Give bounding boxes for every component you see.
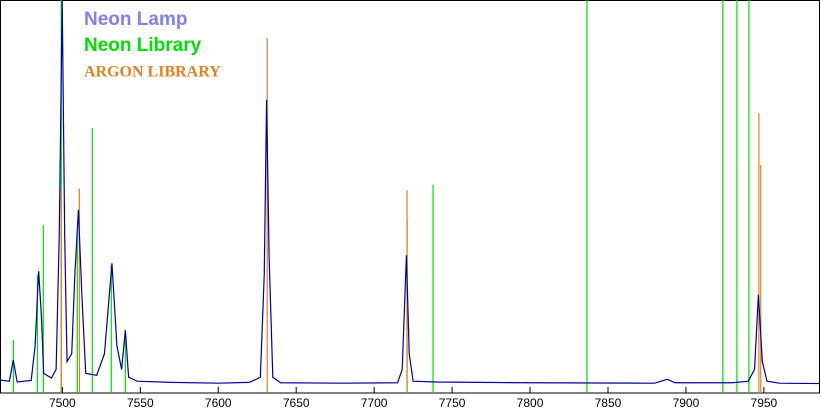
x-tick-label: 7500 (49, 396, 76, 410)
x-tick-label: 7550 (127, 396, 154, 410)
x-tick-label: 7850 (595, 396, 622, 410)
plot-frame (0, 0, 820, 394)
x-tick-label: 7750 (439, 396, 466, 410)
x-tick-label: 7900 (673, 396, 700, 410)
legend-entry: ARGON LIBRARY (84, 64, 221, 81)
x-tick-label: 7700 (361, 396, 388, 410)
spectrum-line (0, 0, 820, 385)
legend-entry: Neon Lamp (84, 9, 187, 30)
x-tick-label: 7600 (205, 396, 232, 410)
x-tick-label: 7650 (283, 396, 310, 410)
plot-area (0, 0, 820, 393)
legend-entry: Neon Library (84, 35, 202, 56)
x-tick-label: 7950 (751, 396, 778, 410)
legend: Neon Lamp Neon Library ARGON LIBRARY (84, 9, 221, 81)
x-tick-label: 7800 (517, 396, 544, 410)
x-axis: 7500 7550 7600 7650 7700 7750 7800 7850 7900 7950 (49, 387, 778, 410)
